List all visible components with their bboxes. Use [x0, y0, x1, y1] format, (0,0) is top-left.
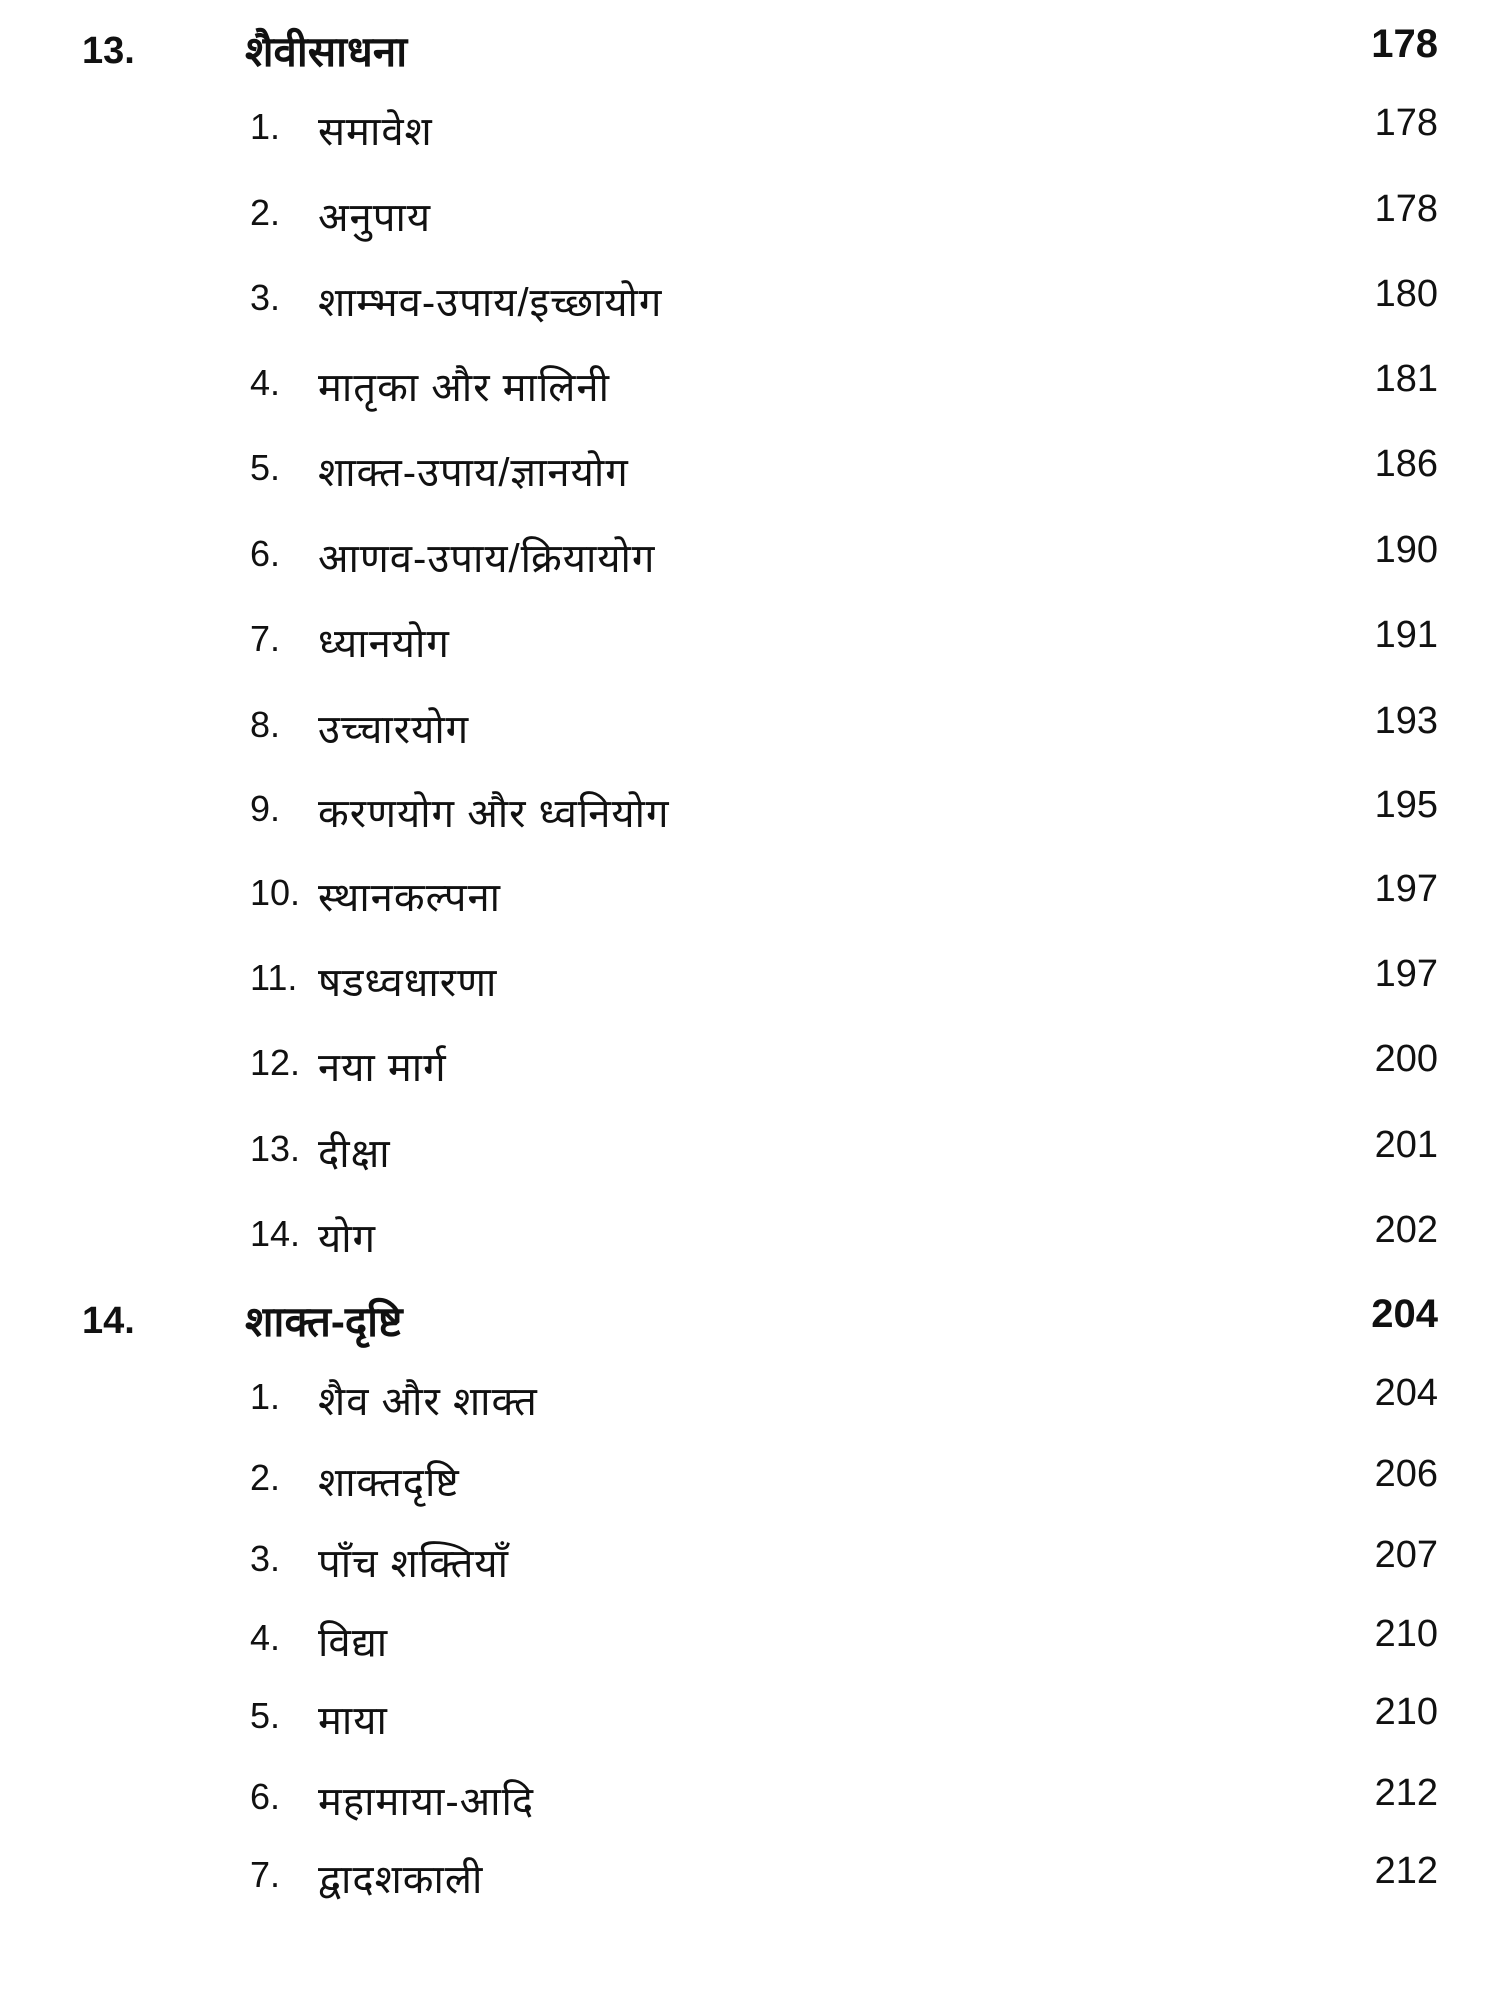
- entry-number: 1.: [250, 1376, 281, 1417]
- toc-entry: 14. योग 202: [0, 1209, 1500, 1269]
- chapter-number: 13.: [82, 30, 135, 72]
- entry-title: महामाया-आदि: [318, 1780, 535, 1824]
- entry-title: दीक्षा: [318, 1132, 391, 1176]
- entry-title: द्वादशकाली: [318, 1858, 484, 1902]
- entry-number: 3.: [250, 1538, 281, 1579]
- entry-number: 6.: [250, 533, 281, 574]
- entry-number: 12.: [250, 1042, 301, 1083]
- entry-title: समावेश: [318, 110, 433, 154]
- chapter-number: 14.: [82, 1300, 135, 1342]
- toc-entry: 7. ध्यानयोग 191: [0, 614, 1500, 674]
- entry-page-number: 193: [1374, 700, 1438, 742]
- entry-title: विद्या: [318, 1621, 389, 1665]
- entry-title: षडध्वधारणा: [318, 961, 498, 1005]
- toc-entry: 13. दीक्षा 201: [0, 1124, 1500, 1184]
- chapter-heading: 14. शाक्त-दृष्टि 204: [0, 1292, 1500, 1352]
- entry-page-number: 210: [1374, 1613, 1438, 1655]
- entry-page-number: 191: [1374, 614, 1438, 656]
- toc-entry: 2. शाक्तदृष्टि 206: [0, 1453, 1500, 1513]
- toc-entry: 5. शाक्त-उपाय/ज्ञानयोग 186: [0, 443, 1500, 503]
- chapter-heading: 13. शैवीसाधना 178: [0, 22, 1500, 82]
- entry-title: शैव और शाक्त: [318, 1380, 538, 1424]
- entry-page-number: 204: [1374, 1372, 1438, 1414]
- entry-title: शाक्त-उपाय/ज्ञानयोग: [318, 451, 629, 495]
- entry-page-number: 212: [1374, 1850, 1438, 1892]
- entry-number: 1.: [250, 106, 281, 147]
- toc-entry: 5. माया 210: [0, 1691, 1500, 1751]
- entry-title: माया: [318, 1699, 388, 1743]
- toc-entry: 4. मातृका और मालिनी 181: [0, 358, 1500, 418]
- toc-entry: 1. शैव और शाक्त 204: [0, 1372, 1500, 1432]
- entry-page-number: 210: [1374, 1691, 1438, 1733]
- entry-number: 8.: [250, 704, 281, 745]
- entry-number: 5.: [250, 1695, 281, 1736]
- toc-entry: 3. पाँच शक्तियाँ 207: [0, 1534, 1500, 1594]
- toc-entry: 1. समावेश 178: [0, 102, 1500, 162]
- entry-number: 13.: [250, 1128, 301, 1169]
- toc-entry: 4. विद्या 210: [0, 1613, 1500, 1673]
- toc-entry: 10. स्थानकल्पना 197: [0, 868, 1500, 928]
- entry-title: करणयोग और ध्वनियोग: [318, 792, 670, 836]
- toc-entry: 8. उच्चारयोग 193: [0, 700, 1500, 760]
- entry-page-number: 178: [1374, 102, 1438, 144]
- entry-page-number: 180: [1374, 273, 1438, 315]
- toc-entry: 6. महामाया-आदि 212: [0, 1772, 1500, 1832]
- entry-number: 7.: [250, 618, 281, 659]
- toc-entry: 11. षडध्वधारणा 197: [0, 953, 1500, 1013]
- entry-number: 5.: [250, 447, 281, 488]
- entry-title: ध्यानयोग: [318, 622, 450, 666]
- entry-title: नया मार्ग: [318, 1046, 447, 1090]
- entry-page-number: 178: [1374, 188, 1438, 230]
- entry-page-number: 207: [1374, 1534, 1438, 1576]
- entry-title: उच्चारयोग: [318, 708, 470, 752]
- entry-number: 14.: [250, 1213, 301, 1254]
- toc-entry: 7. द्वादशकाली 212: [0, 1850, 1500, 1910]
- toc-entry: 2. अनुपाय 178: [0, 188, 1500, 248]
- entry-number: 10.: [250, 872, 301, 913]
- entry-title: पाँच शक्तियाँ: [318, 1542, 509, 1586]
- entry-page-number: 181: [1374, 358, 1438, 400]
- entry-page-number: 186: [1374, 443, 1438, 485]
- entry-title: आणव-उपाय/क्रियायोग: [318, 537, 656, 581]
- entry-title: शाक्तदृष्टि: [318, 1461, 460, 1505]
- entry-page-number: 201: [1374, 1124, 1438, 1166]
- entry-page-number: 206: [1374, 1453, 1438, 1495]
- entry-page-number: 195: [1374, 784, 1438, 826]
- entry-page-number: 202: [1374, 1209, 1438, 1251]
- entry-number: 2.: [250, 192, 281, 233]
- entry-title: योग: [318, 1217, 377, 1261]
- entry-number: 9.: [250, 788, 281, 829]
- entry-number: 3.: [250, 277, 281, 318]
- toc-entry: 9. करणयोग और ध्वनियोग 195: [0, 784, 1500, 844]
- entry-page-number: 190: [1374, 529, 1438, 571]
- chapter-title: शाक्त-दृष्टि: [245, 1298, 403, 1345]
- entry-number: 7.: [250, 1854, 281, 1895]
- chapter-page-number: 204: [1371, 1292, 1438, 1336]
- entry-number: 4.: [250, 362, 281, 403]
- toc-entry: 3. शाम्भव-उपाय/इच्छायोग 180: [0, 273, 1500, 333]
- entry-page-number: 197: [1374, 868, 1438, 910]
- entry-number: 4.: [250, 1617, 281, 1658]
- chapter-title: शैवीसाधना: [245, 28, 408, 75]
- entry-title: शाम्भव-उपाय/इच्छायोग: [318, 281, 663, 325]
- entry-page-number: 200: [1374, 1038, 1438, 1080]
- entry-title: अनुपाय: [318, 196, 432, 240]
- chapter-page-number: 178: [1371, 22, 1438, 66]
- toc-entry: 6. आणव-उपाय/क्रियायोग 190: [0, 529, 1500, 589]
- entry-number: 11.: [250, 957, 298, 998]
- entry-page-number: 197: [1374, 953, 1438, 995]
- entry-number: 6.: [250, 1776, 281, 1817]
- entry-title: स्थानकल्पना: [318, 876, 502, 920]
- entry-title: मातृका और मालिनी: [318, 366, 610, 410]
- entry-number: 2.: [250, 1457, 281, 1498]
- toc-entry: 12. नया मार्ग 200: [0, 1038, 1500, 1098]
- entry-page-number: 212: [1374, 1772, 1438, 1814]
